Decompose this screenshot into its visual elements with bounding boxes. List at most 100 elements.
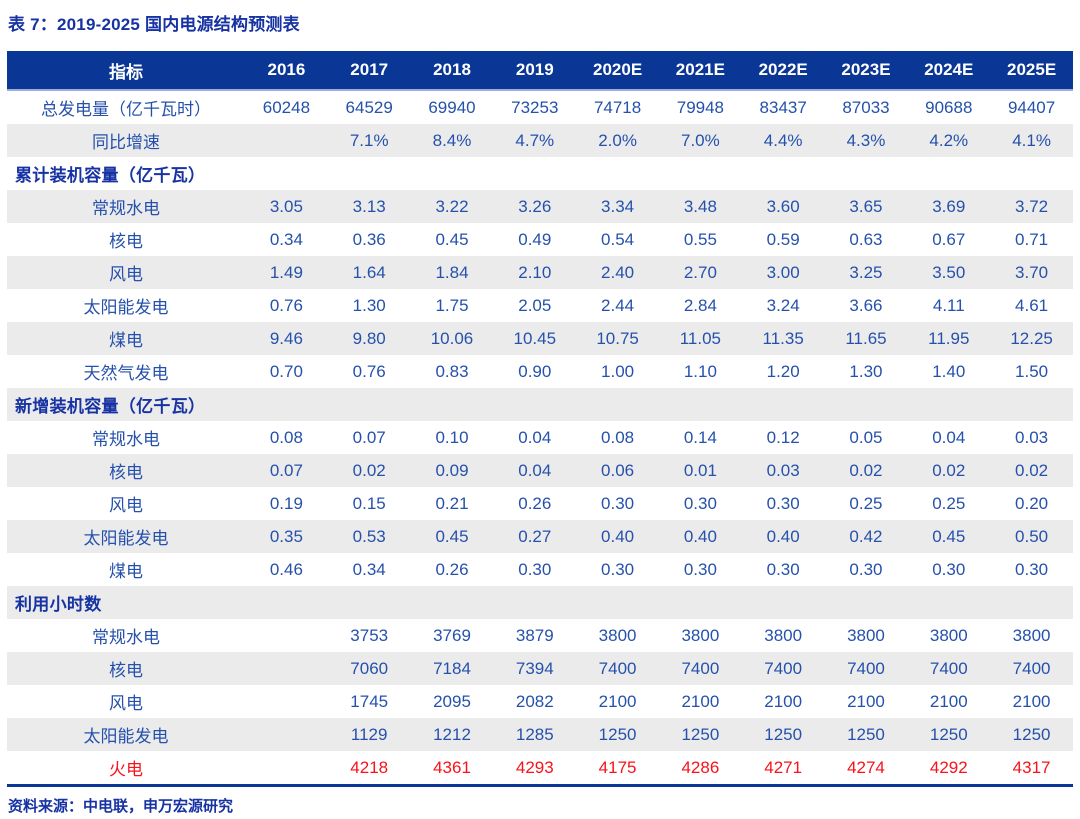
cell-value: 2100 bbox=[929, 691, 968, 711]
table-row: 总发电量（亿千瓦时） 60248 64529 69940 73253 74718 79948… bbox=[7, 90, 1073, 124]
cell-value: 73253 bbox=[511, 97, 559, 117]
cell-value: 3.25 bbox=[849, 262, 883, 282]
cell-value: 1250 bbox=[681, 724, 720, 744]
cell-value: 4.61 bbox=[1015, 295, 1049, 315]
cell-value: 4218 bbox=[350, 757, 389, 777]
cell-value: 60248 bbox=[262, 97, 311, 117]
table-row: 风电 1.49 1.64 1.84 2.10 2.40 2.70 3.00 3.25 3.50 3.… bbox=[7, 256, 1073, 289]
row-label: 同比增速 bbox=[92, 133, 160, 152]
cell-value: 1.40 bbox=[932, 361, 966, 381]
column-header-year: 2019 bbox=[493, 51, 577, 91]
cell-value: 0.54 bbox=[601, 229, 635, 249]
table-row: 常规水电 3.05 3.13 3.22 3.26 3.34 3.48 3.60 3.65 3.69… bbox=[7, 190, 1073, 223]
cell-value: 0.02 bbox=[849, 460, 883, 480]
cell-value: 1250 bbox=[764, 724, 803, 744]
cell-value: 0.35 bbox=[269, 526, 303, 546]
cell-value: 0.08 bbox=[601, 427, 635, 447]
cell-value: 11.95 bbox=[928, 328, 970, 348]
cell-value: 7.0% bbox=[681, 130, 720, 150]
cell-value: 0.50 bbox=[1015, 526, 1049, 546]
row-label: 太阳能发电 bbox=[83, 529, 169, 548]
section-row: 累计装机容量（亿千瓦） bbox=[7, 157, 1073, 190]
cell-value: 0.30 bbox=[601, 493, 635, 513]
cell-value: 0.59 bbox=[766, 229, 800, 249]
source-note: 资料来源：中电联，申万宏源研究 bbox=[8, 798, 234, 815]
cell-value: 3879 bbox=[515, 625, 554, 645]
cell-value: 2100 bbox=[847, 691, 885, 711]
cell-value: 0.10 bbox=[435, 427, 469, 447]
cell-value: 1.30 bbox=[352, 295, 386, 315]
cell-value bbox=[245, 619, 328, 652]
cell-value: 2095 bbox=[433, 691, 471, 711]
row-label: 核电 bbox=[109, 232, 143, 251]
table-row: 核电 0.07 0.02 0.09 0.04 0.06 0.01 0.03 0.02 0.02 0.… bbox=[7, 454, 1073, 487]
row-label: 太阳能发电 bbox=[83, 727, 169, 746]
cell-value: 4361 bbox=[433, 757, 471, 777]
cell-value: 1129 bbox=[350, 724, 388, 744]
cell-value: 7400 bbox=[847, 658, 885, 678]
table-row: 同比增速 7.1% 8.4% 4.7% 2.0% 7.0% 4.4% 4.3% 4.2% 4.1% bbox=[7, 124, 1073, 157]
section-row: 利用小时数 bbox=[7, 586, 1073, 619]
cell-value: 3.05 bbox=[269, 196, 303, 216]
row-label: 风电 bbox=[109, 496, 143, 515]
cell-value: 2.05 bbox=[518, 295, 552, 315]
row-label: 常规水电 bbox=[92, 430, 160, 449]
cell-value: 3.48 bbox=[683, 196, 717, 216]
row-label: 核电 bbox=[109, 463, 143, 482]
cell-value: 0.46 bbox=[269, 559, 303, 579]
cell-value: 0.55 bbox=[683, 229, 717, 249]
cell-value: 0.34 bbox=[352, 559, 386, 579]
cell-value: 0.03 bbox=[1015, 427, 1049, 447]
cell-value: 0.36 bbox=[352, 229, 386, 249]
cell-value: 87033 bbox=[842, 97, 890, 117]
cell-value: 2.0% bbox=[598, 130, 637, 150]
cell-value: 0.45 bbox=[435, 229, 469, 249]
section-label: 利用小时数 bbox=[15, 595, 102, 614]
cell-value: 83437 bbox=[759, 97, 807, 117]
cell-value: 4.2% bbox=[929, 130, 969, 150]
table-row: 太阳能发电 0.76 1.30 1.75 2.05 2.44 2.84 3.24 3.66 4.1… bbox=[7, 289, 1073, 322]
row-label: 风电 bbox=[109, 694, 143, 713]
cell-value: 0.30 bbox=[766, 559, 800, 579]
cell-value: 0.04 bbox=[518, 460, 552, 480]
cell-value bbox=[245, 124, 328, 157]
cell-value: 2100 bbox=[764, 691, 803, 711]
cell-value: 1.20 bbox=[766, 361, 800, 381]
table-row: 太阳能发电 0.35 0.53 0.45 0.27 0.40 0.40 0.40 0.42 0.4… bbox=[7, 520, 1073, 553]
cell-value: 3.24 bbox=[766, 295, 800, 315]
cell-value: 7400 bbox=[1012, 658, 1051, 678]
cell-value: 4293 bbox=[515, 757, 554, 777]
cell-value: 3753 bbox=[350, 625, 389, 645]
cell-value: 0.40 bbox=[683, 526, 717, 546]
cell-value: 90688 bbox=[925, 97, 973, 117]
section-label: 新增装机容量（亿千瓦） bbox=[15, 397, 206, 416]
cell-value: 10.06 bbox=[430, 328, 474, 348]
cell-value: 0.42 bbox=[849, 526, 883, 546]
cell-value: 0.49 bbox=[518, 229, 552, 249]
cell-value: 0.20 bbox=[1015, 493, 1049, 513]
cell-value: 4274 bbox=[847, 757, 885, 777]
cell-value: 0.25 bbox=[849, 493, 883, 513]
cell-value bbox=[245, 652, 328, 685]
cell-value: 0.09 bbox=[435, 460, 469, 480]
table-row: 煤电 9.46 9.80 10.06 10.45 10.75 11.05 11.35 11.65… bbox=[7, 322, 1073, 355]
cell-value: 3.66 bbox=[849, 295, 883, 315]
cell-value: 0.76 bbox=[269, 295, 303, 315]
row-label: 火电 bbox=[109, 760, 143, 779]
column-header-year: 2016 bbox=[245, 51, 328, 91]
table-row: 天然气发电 0.70 0.76 0.83 0.90 1.00 1.10 1.20 1.30 1.4… bbox=[7, 355, 1073, 388]
cell-value: 3.34 bbox=[601, 196, 635, 216]
cell-value: 1250 bbox=[598, 724, 637, 744]
cell-value: 0.02 bbox=[352, 460, 386, 480]
cell-value: 0.30 bbox=[518, 559, 552, 579]
cell-value: 7400 bbox=[681, 658, 720, 678]
cell-value: 69940 bbox=[428, 97, 476, 117]
cell-value: 0.30 bbox=[932, 559, 966, 579]
cell-value: 10.45 bbox=[513, 328, 557, 348]
column-header-year: 2025E bbox=[990, 51, 1073, 91]
cell-value: 1.49 bbox=[269, 262, 303, 282]
cell-value: 2.10 bbox=[518, 262, 552, 282]
cell-value: 11.35 bbox=[762, 328, 804, 348]
cell-value: 3.13 bbox=[352, 196, 386, 216]
cell-value: 0.30 bbox=[683, 493, 717, 513]
